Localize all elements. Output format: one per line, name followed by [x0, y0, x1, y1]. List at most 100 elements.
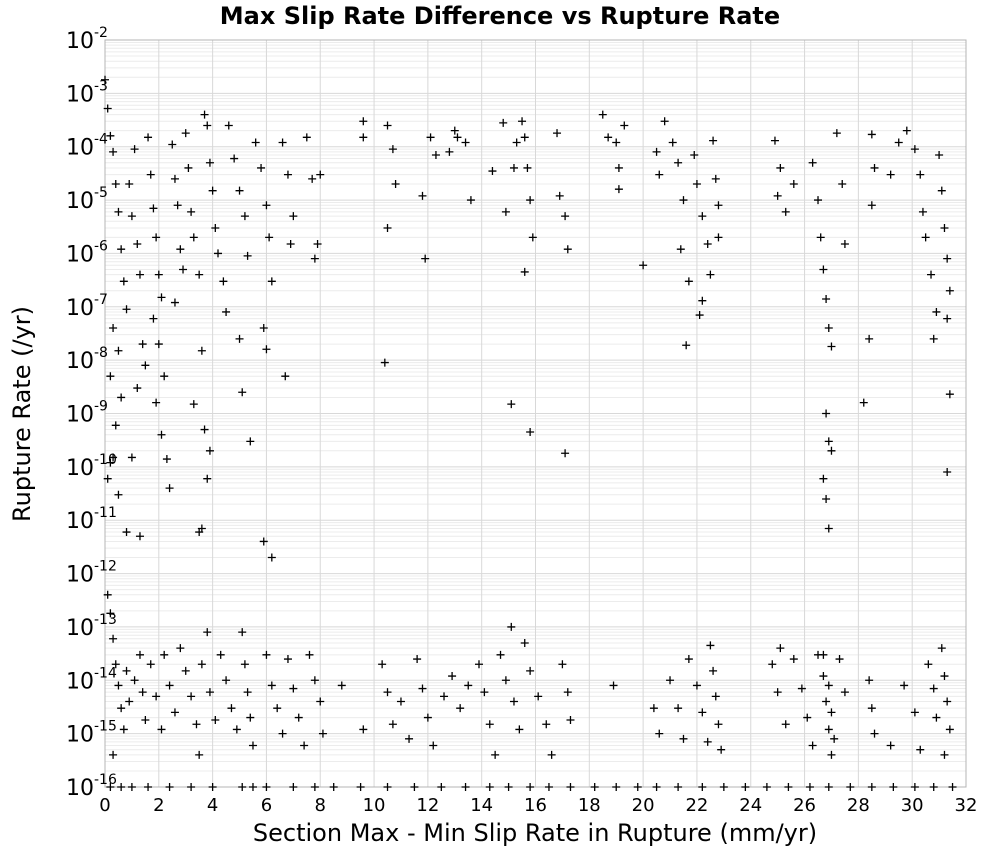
data-point — [240, 660, 249, 669]
data-point — [830, 734, 839, 743]
data-point — [383, 783, 392, 791]
data-point — [205, 158, 214, 167]
data-point — [337, 681, 346, 690]
data-point — [886, 170, 895, 179]
data-point — [448, 672, 457, 681]
data-point — [106, 372, 115, 381]
data-point — [289, 684, 298, 693]
y-tick-label: 10-13 — [66, 612, 117, 641]
data-point — [383, 223, 392, 232]
data-point — [916, 745, 925, 754]
data-point — [431, 150, 440, 159]
y-tick-exponent: -4 — [94, 132, 108, 148]
data-point — [165, 484, 174, 493]
y-tick-label: 10-8 — [66, 345, 108, 374]
data-point — [770, 136, 779, 145]
data-point — [935, 150, 944, 159]
data-point — [797, 684, 806, 693]
data-point — [822, 294, 831, 303]
data-point — [776, 163, 785, 172]
data-point — [203, 474, 212, 483]
y-tick-label: 10-7 — [66, 292, 108, 321]
data-point — [485, 783, 494, 791]
data-point — [259, 537, 268, 546]
data-point — [943, 697, 952, 706]
data-point — [824, 324, 833, 333]
data-point — [109, 453, 118, 462]
data-point — [200, 110, 209, 119]
data-point — [867, 783, 876, 791]
data-point — [111, 660, 120, 669]
data-point — [208, 783, 217, 791]
data-point — [114, 681, 123, 690]
tick-layer: 0 2 4 6 8 10 12 14 16 18 20 22 24 26 28 30 3210-210-310-… — [66, 25, 977, 816]
data-point — [604, 133, 613, 142]
data-point — [152, 398, 161, 407]
data-point — [652, 783, 661, 791]
data-point — [865, 334, 874, 343]
data-point — [865, 676, 874, 685]
data-point — [189, 400, 198, 409]
data-point — [466, 196, 475, 205]
data-point — [819, 672, 828, 681]
data-point — [555, 191, 564, 200]
y-tick-exponent: -12 — [94, 559, 117, 575]
data-point — [706, 641, 715, 650]
data-point — [461, 138, 470, 147]
data-point — [410, 783, 419, 791]
data-point — [157, 293, 166, 302]
data-point — [889, 783, 898, 791]
data-point — [437, 783, 446, 791]
data-point — [910, 145, 919, 154]
data-point — [109, 147, 118, 156]
data-point — [413, 655, 422, 664]
data-point — [259, 324, 268, 333]
data-point — [846, 783, 855, 791]
data-point — [824, 681, 833, 690]
marker-layer — [101, 75, 957, 791]
data-point — [590, 783, 599, 791]
data-point — [305, 650, 314, 659]
data-point — [948, 783, 957, 791]
y-tick-label: 10-10 — [66, 452, 117, 481]
data-point — [187, 783, 196, 791]
data-point — [509, 697, 518, 706]
data-point — [789, 180, 798, 189]
data-point — [238, 783, 247, 791]
data-point — [563, 688, 572, 697]
y-tick-exponent: -3 — [94, 78, 108, 94]
data-point — [819, 650, 828, 659]
data-point — [566, 716, 575, 725]
data-point — [130, 676, 139, 685]
data-point — [698, 212, 707, 221]
data-point — [703, 240, 712, 249]
data-point — [310, 254, 319, 263]
y-tick-exponent: -11 — [94, 505, 117, 521]
data-point — [937, 644, 946, 653]
data-point — [192, 720, 201, 729]
y-tick-exponent: -5 — [94, 185, 108, 201]
data-point — [776, 644, 785, 653]
data-point — [278, 729, 287, 738]
data-point — [649, 704, 658, 713]
data-point — [359, 117, 368, 126]
data-point — [937, 186, 946, 195]
x-tick-label: 24 — [739, 795, 762, 816]
data-point — [496, 650, 505, 659]
data-point — [429, 741, 438, 750]
data-point — [135, 270, 144, 279]
data-point — [674, 704, 683, 713]
data-point — [456, 704, 465, 713]
data-point — [547, 750, 556, 759]
data-point — [474, 660, 483, 669]
data-point — [945, 286, 954, 295]
data-point — [122, 666, 131, 675]
data-point — [135, 532, 144, 541]
data-point — [383, 688, 392, 697]
data-point — [246, 713, 255, 722]
data-point — [940, 223, 949, 232]
data-point — [943, 314, 952, 323]
data-point — [789, 655, 798, 664]
x-tick-label: 30 — [901, 795, 924, 816]
data-point — [633, 783, 642, 791]
